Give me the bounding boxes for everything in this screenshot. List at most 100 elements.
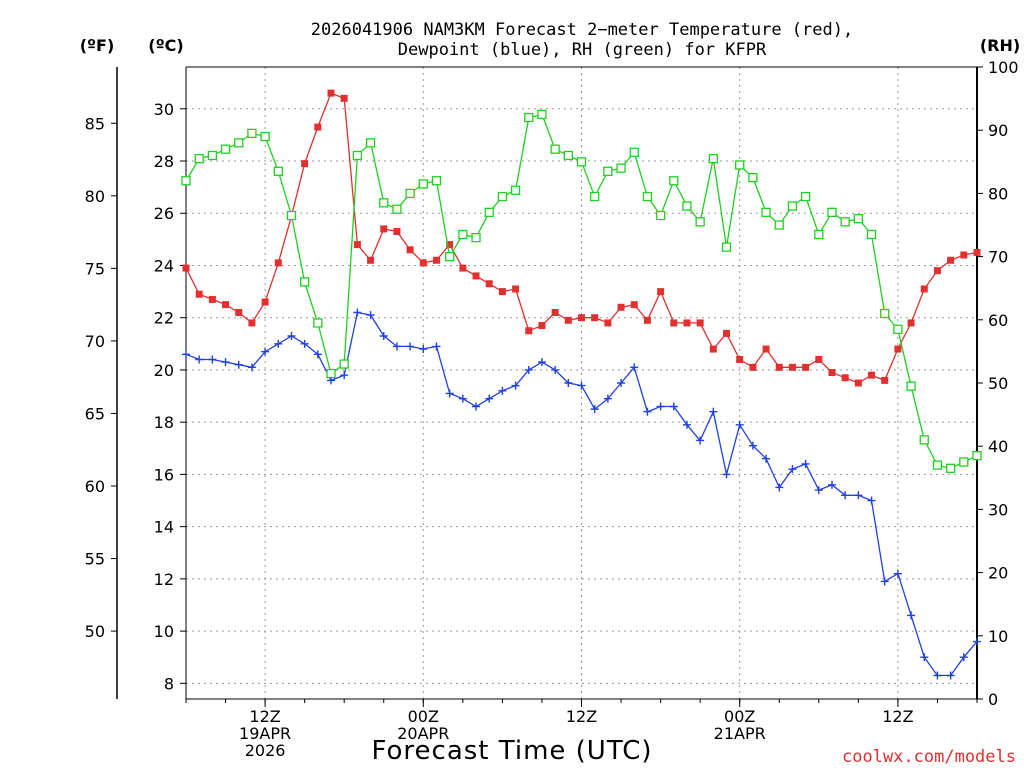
data-point: [419, 259, 427, 267]
data-point: [853, 214, 863, 224]
celsius-tick-label: 10: [154, 622, 174, 641]
data-point: [393, 228, 401, 236]
data-point: [947, 256, 955, 264]
data-point: [576, 157, 587, 167]
data-point: [577, 381, 586, 390]
data-point: [260, 131, 270, 142]
data-point: [814, 486, 823, 495]
data-point: [920, 653, 929, 662]
data-point: [643, 407, 652, 416]
data-point: [630, 363, 639, 372]
data-point: [735, 160, 745, 170]
data-point: [235, 308, 243, 316]
data-point: [604, 319, 612, 327]
data-point: [392, 342, 401, 351]
data-point: [327, 89, 335, 97]
data-point: [749, 363, 757, 371]
data-point: [326, 368, 336, 379]
rh-tick-label: 70: [988, 248, 1008, 267]
data-point: [471, 232, 481, 243]
chart-title-line-2: Dewpoint (blue), RH (green) for KFPR: [398, 40, 767, 60]
data-point: [814, 229, 824, 240]
data-point: [656, 402, 665, 411]
data-point: [866, 229, 877, 240]
x-tick-label: 21APR: [714, 724, 766, 743]
data-point: [485, 394, 494, 403]
data-point: [301, 160, 309, 168]
rh-tick-label: 0: [988, 690, 998, 709]
data-point: [367, 256, 375, 264]
data-point: [485, 280, 493, 288]
data-point: [907, 611, 916, 620]
data-point: [458, 394, 467, 403]
data-point: [524, 112, 534, 123]
data-point: [932, 460, 943, 470]
x-tick-label: 00Z: [724, 707, 755, 726]
series-line: [185, 92, 978, 384]
x-tick-label: 2026: [245, 741, 286, 760]
celsius-tick-label: 18: [154, 413, 174, 432]
data-point: [365, 138, 376, 148]
fahrenheit-tick-label: 65: [85, 404, 105, 423]
data-point: [484, 207, 494, 218]
data-point: [801, 459, 810, 468]
data-point: [642, 191, 653, 202]
data-point: [920, 285, 928, 293]
data-point: [669, 176, 679, 186]
data-point: [919, 435, 929, 445]
data-point: [432, 342, 441, 351]
celsius-tick-label: 16: [154, 465, 174, 484]
rh-tick-label: 60: [988, 311, 1008, 330]
data-point: [458, 229, 468, 240]
data-point: [828, 369, 836, 377]
data-point: [708, 153, 718, 164]
data-point: [630, 301, 638, 309]
celsius-tick-label: 22: [154, 309, 174, 328]
data-point: [564, 316, 572, 324]
data-point: [946, 671, 955, 680]
rh-tick-label: 100: [988, 58, 1019, 77]
data-point: [881, 376, 889, 384]
series-2-meter-temperature: [182, 89, 981, 387]
data-point: [207, 150, 218, 161]
data-point: [736, 355, 744, 363]
data-point: [788, 363, 796, 371]
rh-tick-label: 10: [988, 627, 1008, 646]
data-point: [446, 241, 454, 249]
data-point: [510, 185, 521, 195]
fahrenheit-unit-label: (ºF): [80, 36, 115, 55]
data-point: [775, 483, 784, 492]
chart-title-line-1: 2026041906 NAM3KM Forecast 2−meter Tempe…: [311, 20, 853, 40]
data-point: [854, 491, 863, 500]
data-point: [247, 128, 257, 139]
data-point: [617, 303, 625, 311]
data-point: [563, 150, 573, 161]
x-tick-label: 20APR: [397, 724, 449, 743]
data-point: [788, 465, 797, 474]
data-point: [234, 138, 244, 148]
data-point: [472, 272, 480, 280]
rh-tick-label: 90: [988, 121, 1008, 140]
data-point: [894, 345, 902, 353]
data-point: [300, 339, 309, 348]
data-point: [274, 259, 282, 267]
data-point: [208, 355, 217, 364]
data-point: [551, 365, 560, 374]
data-point: [261, 298, 269, 306]
data-point: [959, 653, 968, 662]
data-point: [629, 147, 639, 157]
data-point: [432, 256, 440, 264]
data-point: [603, 394, 612, 403]
data-point: [418, 179, 428, 189]
data-point: [538, 322, 546, 330]
data-point: [313, 350, 322, 359]
data-point: [273, 166, 283, 176]
data-point: [537, 358, 546, 367]
fahrenheit-tick-label: 75: [85, 259, 105, 278]
celsius-tick-label: 12: [154, 570, 174, 589]
data-point: [274, 339, 283, 348]
data-point: [551, 308, 559, 316]
data-point: [353, 308, 362, 317]
data-point: [867, 496, 876, 505]
rh-tick-label: 50: [988, 374, 1008, 393]
